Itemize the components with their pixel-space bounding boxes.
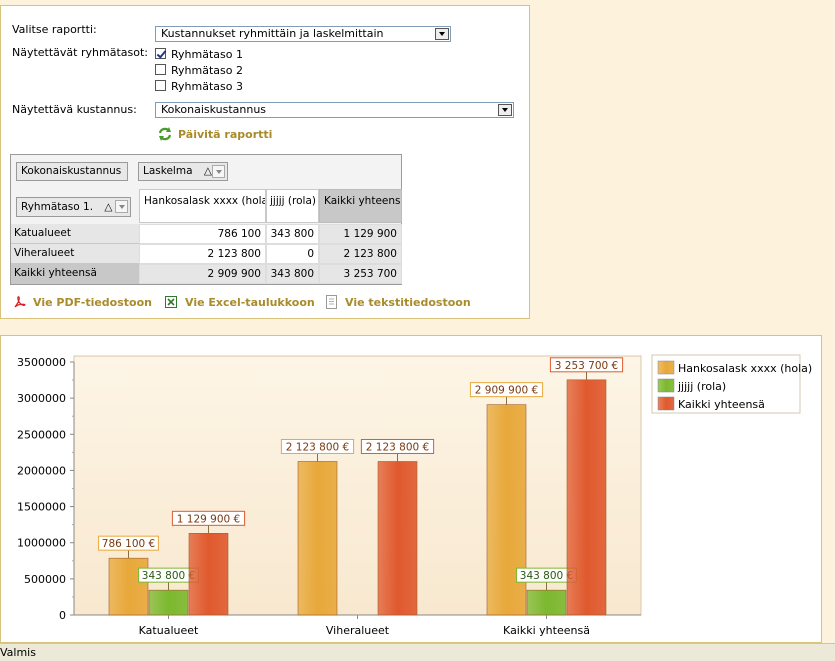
- data-label-box: [469, 382, 544, 398]
- data-label-box: [171, 510, 246, 526]
- data-label: 1 129 900 €: [177, 513, 240, 525]
- y-tick-label: 2500000: [17, 428, 66, 441]
- data-label: 3 253 700 €: [555, 360, 618, 372]
- data-label: 2 123 800 €: [286, 441, 349, 453]
- y-tick-label: 2000000: [17, 464, 66, 477]
- y-tick-label: 1500000: [17, 501, 66, 514]
- data-field-button[interactable]: Kokonaiskustannus: [16, 162, 128, 181]
- level-3-checkbox[interactable]: [155, 80, 166, 91]
- export-text-link[interactable]: Vie tekstitiedostoon: [345, 296, 471, 309]
- chart-panel: 0 500000 1000000 1500000 2000000 2500000 30000…: [0, 335, 822, 643]
- data-label-box: [549, 357, 624, 373]
- table-cell-total: 2 123 800: [319, 244, 402, 264]
- text-file-icon[interactable]: [326, 295, 337, 309]
- row-field-button[interactable]: Ryhmätaso 1. △: [16, 197, 131, 217]
- levels-label: Näytettävät ryhmätasot:: [12, 46, 148, 59]
- y-tick-label: 3000000: [17, 392, 66, 405]
- x-tick-label: Kaikki yhteensä: [503, 624, 590, 637]
- export-pdf-link[interactable]: Vie PDF-tiedostoon: [33, 296, 152, 309]
- y-tick-label: 500000: [24, 573, 66, 586]
- column-header: jjjjj (rola): [266, 189, 319, 223]
- legend-box: [651, 354, 801, 414]
- export-excel-link[interactable]: Vie Excel-taulukkoon: [185, 296, 315, 309]
- cost-label: Näytettävä kustannus:: [12, 103, 137, 116]
- chevron-down-icon[interactable]: [435, 28, 449, 40]
- chevron-down-icon[interactable]: [212, 165, 225, 178]
- data-label: 2 123 800 €: [366, 441, 429, 453]
- bar: [486, 404, 527, 616]
- status-text: Valmis: [0, 646, 36, 659]
- bar: [526, 589, 567, 616]
- sort-icon: △: [203, 165, 212, 177]
- pdf-icon[interactable]: [13, 295, 27, 309]
- row-header: Katualueet: [11, 224, 139, 244]
- report-select[interactable]: Kustannukset ryhmittäin ja laskelmittain: [155, 26, 451, 42]
- refresh-report-link[interactable]: Päivitä raportti: [178, 128, 273, 141]
- row-header-total: Kaikki yhteensä: [11, 264, 139, 284]
- bar: [377, 461, 418, 616]
- y-tick-label: 3500000: [17, 356, 66, 369]
- column-header: Hankosalask xxxx (hola): [139, 189, 266, 223]
- table-cell-total: 1 129 900: [319, 224, 402, 244]
- column-field-label: Laskelma: [143, 165, 193, 177]
- data-label: 343 800 €: [520, 570, 573, 582]
- excel-icon[interactable]: [165, 296, 177, 308]
- data-label: 343 800 €: [142, 570, 195, 582]
- cost-select[interactable]: Kokonaiskustannus: [155, 102, 514, 118]
- table-cell: 2 123 800: [139, 244, 266, 264]
- level-2-label: Ryhmätaso 2: [171, 64, 243, 77]
- data-label-box: [280, 438, 355, 454]
- status-bar: Valmis: [0, 643, 835, 661]
- data-label-box: [360, 438, 435, 454]
- y-tick-label: 0: [59, 609, 66, 622]
- legend-swatch: [657, 396, 675, 411]
- data-label: 786 100 €: [102, 538, 155, 550]
- cost-select-value: Kokonaiskustannus: [161, 103, 267, 116]
- y-tick-label: 1000000: [17, 537, 66, 550]
- legend-label: Kaikki yhteensä: [678, 398, 765, 411]
- bar: [188, 533, 229, 616]
- column-header-total: Kaikki yhteensä: [319, 189, 402, 223]
- table-cell: 786 100: [139, 224, 266, 244]
- report-label: Valitse raportti:: [12, 23, 97, 36]
- chevron-down-icon[interactable]: [115, 200, 128, 213]
- bar: [108, 557, 149, 616]
- table-cell-total: 2 909 900: [139, 264, 266, 284]
- data-label: 2 909 900 €: [475, 385, 538, 397]
- level-1-label: Ryhmätaso 1: [171, 48, 243, 61]
- column-field-button[interactable]: Laskelma △: [138, 162, 228, 181]
- row-field-label: Ryhmätaso 1.: [21, 201, 94, 213]
- legend-label: jjjjj (rola): [677, 380, 726, 393]
- pivot-grid: Kokonaiskustannus Laskelma △ Ryhmätaso 1…: [10, 154, 402, 285]
- level-1-checkbox[interactable]: [155, 48, 166, 59]
- legend-swatch: [657, 360, 675, 375]
- table-cell: 0: [266, 244, 319, 264]
- refresh-icon[interactable]: [157, 126, 173, 142]
- level-2-checkbox[interactable]: [155, 64, 166, 75]
- table-cell-total: 3 253 700: [319, 264, 402, 284]
- bar: [148, 589, 189, 616]
- x-tick-label: Katualueet: [139, 624, 199, 637]
- legend-label: Hankosalask xxxx (hola): [678, 362, 812, 375]
- chevron-down-icon[interactable]: [498, 104, 512, 116]
- bar: [297, 461, 338, 616]
- bar-chart: 0 500000 1000000 1500000 2000000 2500000 30000…: [17, 354, 812, 637]
- bar: [566, 379, 607, 616]
- level-3-label: Ryhmätaso 3: [171, 80, 243, 93]
- row-header: Viheralueet: [11, 244, 139, 264]
- report-select-value: Kustannukset ryhmittäin ja laskelmittain: [161, 27, 384, 40]
- x-tick-label: Viheralueet: [326, 624, 390, 637]
- table-cell-total: 343 800: [266, 264, 319, 284]
- table-cell: 343 800: [266, 224, 319, 244]
- legend-swatch: [657, 378, 675, 393]
- sort-icon: △: [104, 201, 113, 213]
- data-label-box: [98, 535, 159, 551]
